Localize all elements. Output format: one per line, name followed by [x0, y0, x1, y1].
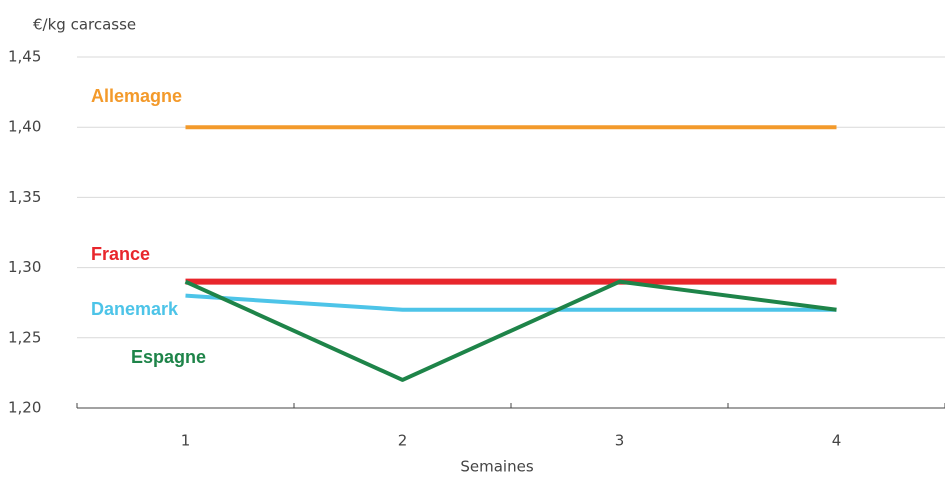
series-label: Espagne — [131, 347, 206, 367]
y-tick-label: 1,20 — [8, 399, 41, 417]
x-tick-label: 3 — [615, 432, 625, 450]
y-tick-label: 1,40 — [8, 118, 41, 136]
x-tick-label: 1 — [181, 432, 191, 450]
y-axis-title: €/kg carcasse — [33, 16, 136, 34]
series-label: Danemark — [91, 299, 179, 319]
y-tick-label: 1,30 — [8, 258, 41, 276]
series-line — [185, 293, 837, 312]
series-line — [184, 279, 837, 382]
y-tick-label: 1,35 — [8, 188, 41, 206]
x-tick-label: 4 — [832, 432, 842, 450]
y-tick-label: 1,25 — [8, 328, 41, 346]
series-label: France — [91, 244, 150, 264]
series-label: Allemagne — [91, 86, 182, 106]
y-tick-label: 1,45 — [8, 48, 41, 66]
x-tick-label: 2 — [398, 432, 408, 450]
x-axis-title: Semaines — [460, 458, 533, 476]
